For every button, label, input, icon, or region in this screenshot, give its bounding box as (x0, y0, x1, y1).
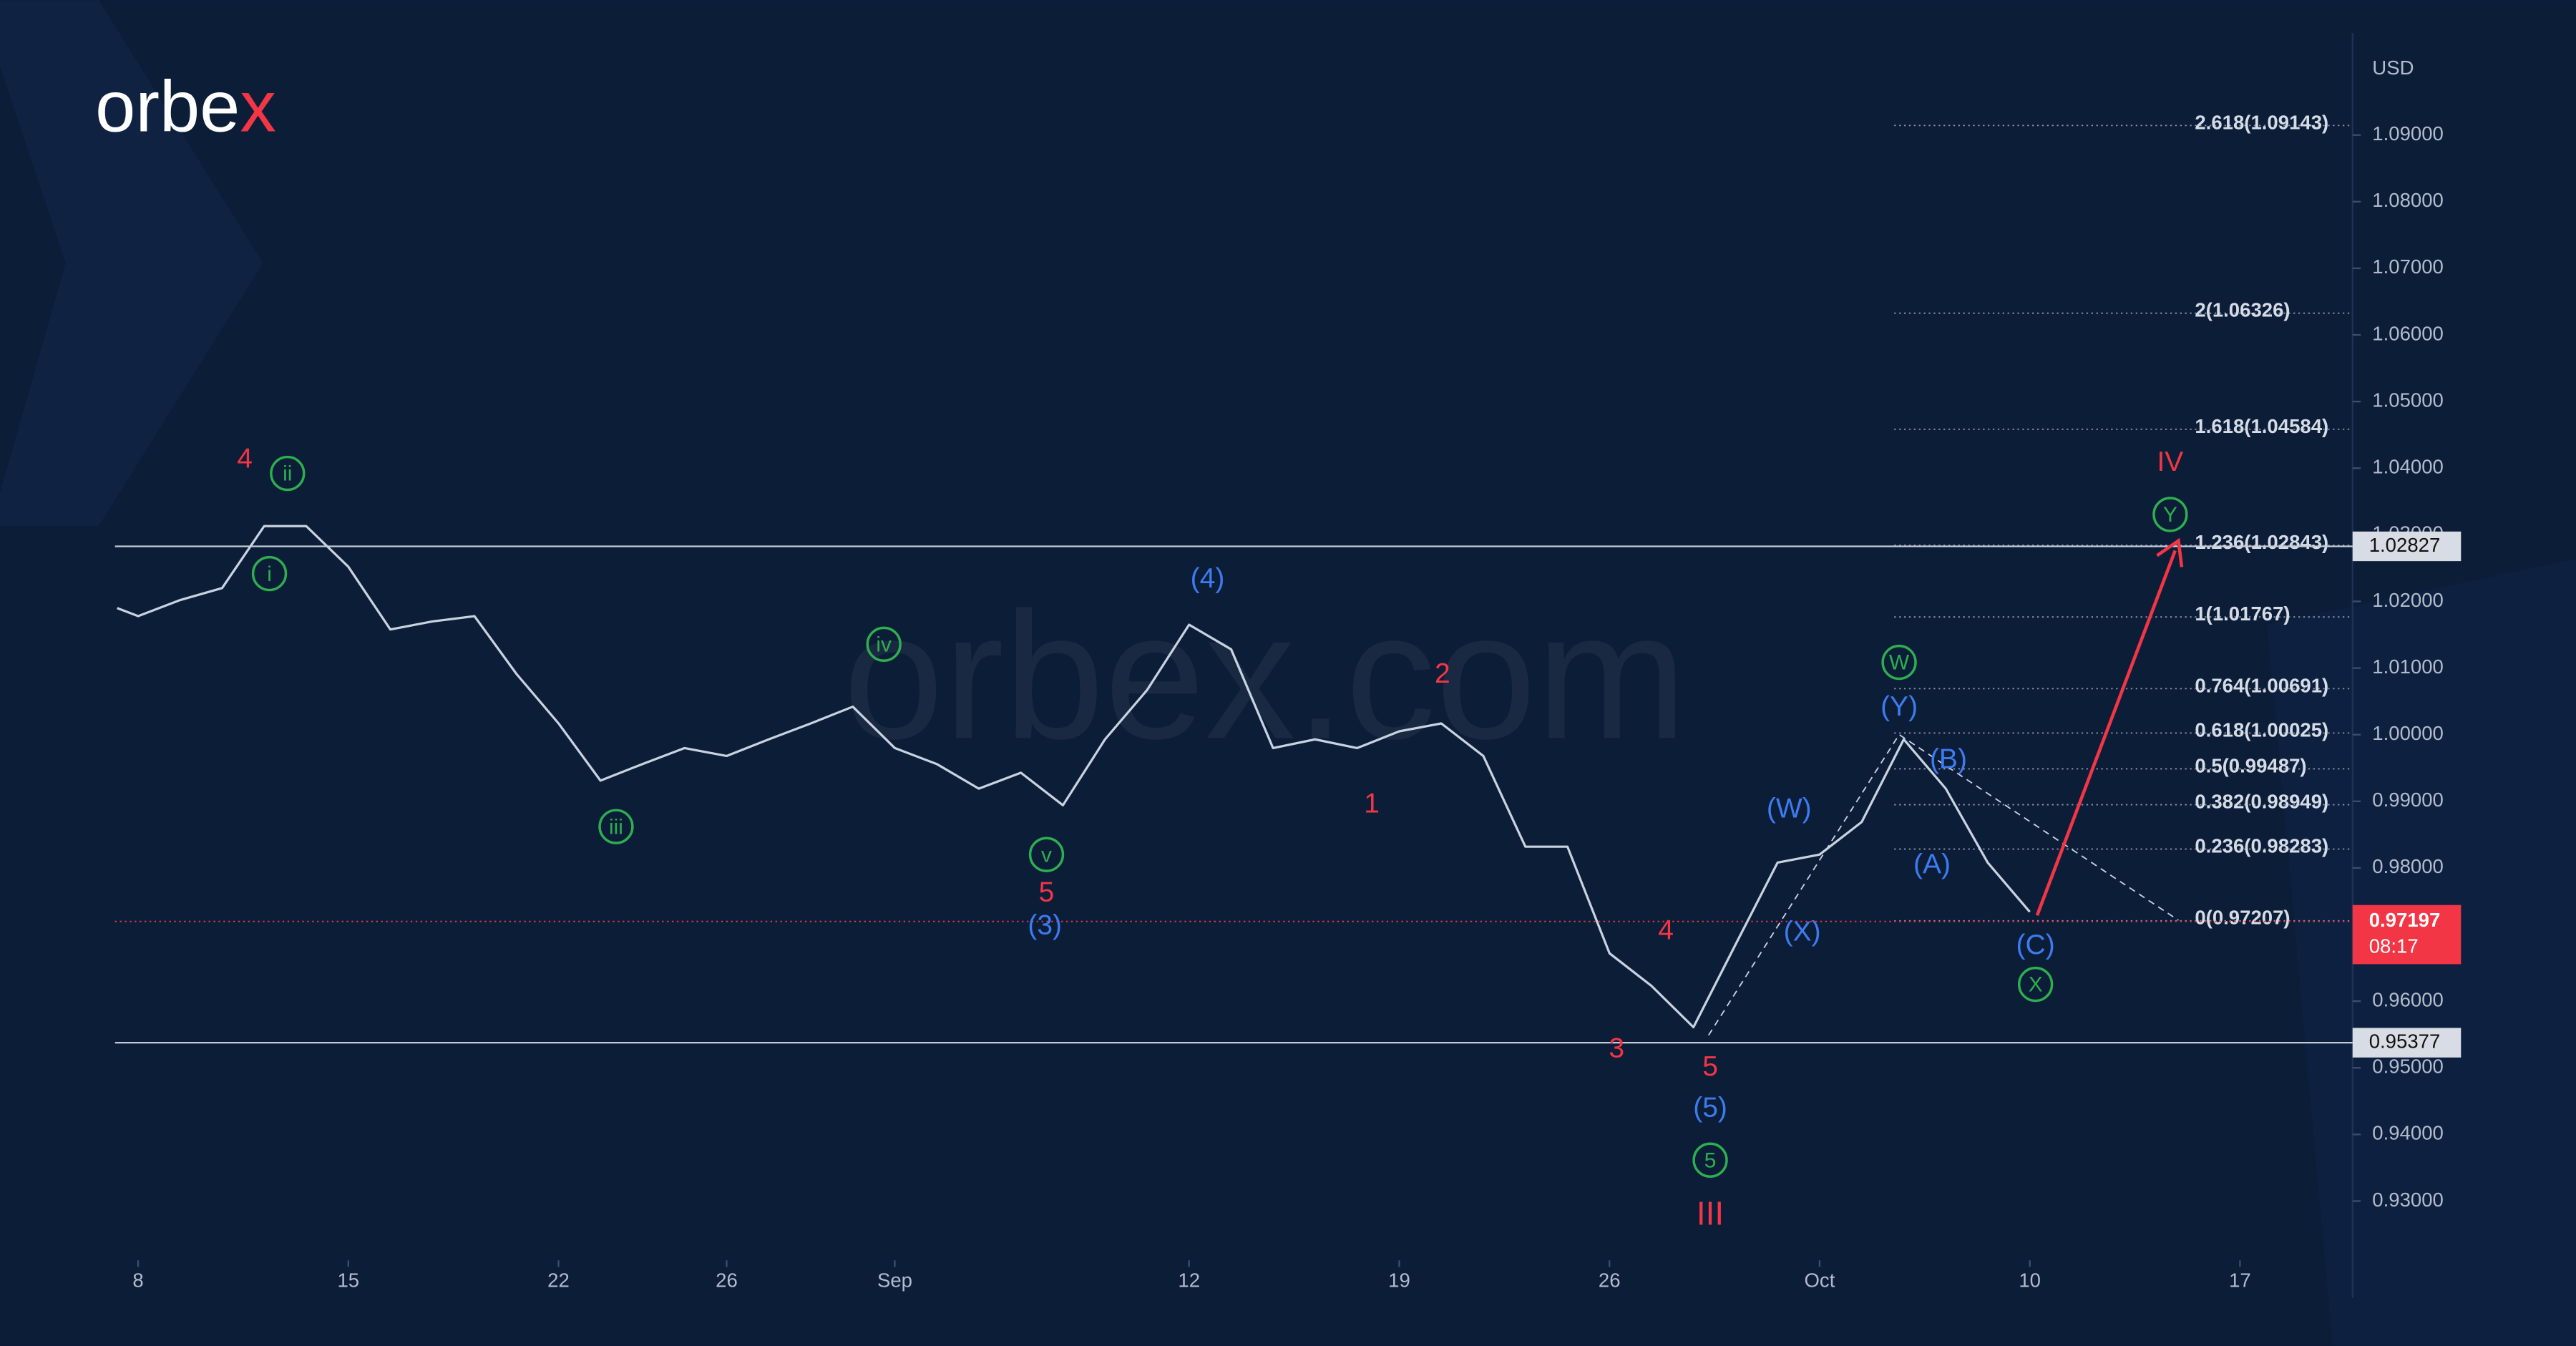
wave-circle (270, 455, 306, 492)
y-tick-label: 0.95000 (2372, 1055, 2444, 1078)
x-tick-label: 26 (1599, 1269, 1621, 1291)
x-tick-label: 17 (2229, 1269, 2251, 1291)
y-tick-label: 1.07000 (2372, 255, 2444, 278)
y-tick-label: 1.05000 (2372, 389, 2444, 411)
wave-label: (A) (1913, 849, 1951, 880)
projection-arrow (2035, 550, 2177, 916)
logo-accent: x (240, 67, 276, 147)
wave-label: v (1041, 843, 1052, 867)
wave-channel (1707, 733, 2179, 1036)
wave-label: X (2029, 973, 2043, 997)
x-tick-label: 10 (2019, 1269, 2041, 1291)
wave-circle (251, 555, 288, 592)
fib-label: 1.618(1.04584) (2195, 415, 2328, 437)
fib-label: 0(0.97207) (2195, 907, 2290, 929)
x-tick-label: Oct (1805, 1269, 1835, 1291)
wave-label: (B) (1930, 744, 1967, 775)
x-tick-label: Sep (877, 1269, 912, 1291)
wave-label: i (267, 562, 272, 586)
y-tick-label: 1.08000 (2372, 189, 2444, 211)
wave-circle (2152, 497, 2188, 532)
fib-label: 2(1.06326) (2195, 299, 2290, 321)
wave-circle (2017, 966, 2054, 1003)
wave-label: 1 (1364, 789, 1380, 819)
wave-circle (1028, 837, 1065, 872)
wave-label: 4 (1658, 915, 1674, 945)
wave-label: 2 (1435, 658, 1450, 689)
y-tick-label: 1.00000 (2372, 722, 2444, 744)
x-tick-label: 15 (337, 1269, 359, 1291)
wave-label: ii (283, 462, 292, 486)
y-tick-label: 1.04000 (2372, 456, 2444, 478)
y-tick-label: 0.94000 (2372, 1122, 2444, 1144)
price-tag (2352, 1028, 2462, 1058)
x-tick-label: 12 (1178, 1269, 1200, 1291)
wave-label: 4 (237, 443, 253, 474)
price-tag-label: 0.95377 (2369, 1030, 2441, 1052)
fib-label: 0.764(1.00691) (2195, 674, 2328, 696)
wave-label: 3 (1609, 1033, 1624, 1064)
wave-circle (1692, 1142, 1728, 1178)
current-price-tag (2352, 904, 2462, 965)
projection-arrowhead (2156, 537, 2184, 567)
logo: orbex (95, 67, 276, 147)
x-tick-label: 22 (547, 1269, 570, 1291)
wave-label: 5 (1702, 1051, 1718, 1082)
wave-label: (Y) (1880, 691, 1918, 722)
price-tag (2352, 531, 2462, 562)
y-tick-label: 0.98000 (2372, 855, 2444, 877)
y-tick-label: 1.01000 (2372, 655, 2444, 678)
fib-label: 1.236(1.02843) (2195, 531, 2328, 553)
wave-label: W (1889, 651, 1910, 675)
y-axis-label: USD (2372, 57, 2414, 79)
fib-label: 1(1.01767) (2195, 603, 2290, 625)
wave-circle (866, 626, 902, 663)
y-tick-label: 1.09000 (2372, 122, 2444, 145)
price-series (117, 525, 2031, 1029)
fib-label: 0.5(0.99487) (2195, 754, 2306, 776)
wave-label: (X) (1784, 917, 1821, 947)
current-price-timer: 08:17 (2369, 935, 2419, 957)
wave-label: 5 (1704, 1149, 1717, 1172)
wave-label: (4) (1191, 563, 1225, 594)
fib-label: 2.618(1.09143) (2195, 111, 2328, 133)
price-tag-label: 1.02827 (2369, 534, 2441, 556)
wave-label: (5) (1693, 1092, 1727, 1123)
wave-label: (3) (1028, 910, 1062, 941)
wave-label: 5 (1039, 877, 1055, 908)
wave-label: iii (609, 815, 623, 839)
y-tick-label: 1.06000 (2372, 322, 2444, 344)
decor (0, 0, 263, 527)
y-tick-label: 1.02000 (2372, 589, 2444, 611)
wave-label: (C) (2016, 930, 2055, 960)
x-tick-label: 8 (132, 1269, 143, 1291)
fib-label: 0.382(0.98949) (2195, 791, 2328, 813)
y-tick-label: 0.99000 (2372, 789, 2444, 811)
wave-label: Y (2163, 503, 2177, 527)
wave-label: III (1697, 1194, 1724, 1232)
wave-circle (598, 809, 634, 844)
wave-label: (W) (1767, 794, 1812, 824)
watermark: orbex.com (843, 574, 1687, 776)
current-price-label: 0.97197 (2369, 909, 2441, 931)
logo-text: orbe (95, 67, 240, 147)
wave-label: IV (2157, 447, 2183, 477)
fib-label: 0.618(1.00025) (2195, 718, 2328, 741)
wave-label: iv (876, 633, 892, 656)
x-tick-label: 19 (1388, 1269, 1410, 1291)
x-tick-label: 26 (716, 1269, 738, 1291)
y-tick-label: 0.93000 (2372, 1189, 2444, 1211)
fib-label: 0.236(0.98283) (2195, 835, 2328, 857)
wave-circle (1881, 644, 1917, 681)
y-tick-label: 0.96000 (2372, 988, 2444, 1010)
